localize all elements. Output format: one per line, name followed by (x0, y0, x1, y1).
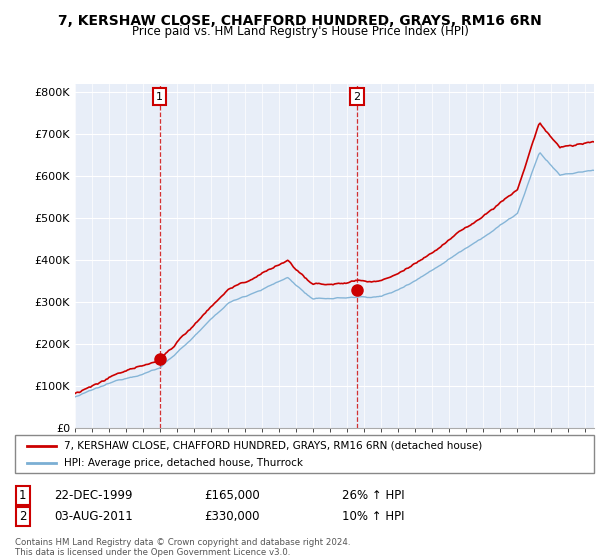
Text: 03-AUG-2011: 03-AUG-2011 (54, 510, 133, 523)
Text: 2: 2 (19, 510, 26, 523)
Text: 2: 2 (353, 92, 361, 101)
Text: 26% ↑ HPI: 26% ↑ HPI (342, 489, 404, 502)
Text: £165,000: £165,000 (204, 489, 260, 502)
Text: 7, KERSHAW CLOSE, CHAFFORD HUNDRED, GRAYS, RM16 6RN: 7, KERSHAW CLOSE, CHAFFORD HUNDRED, GRAY… (58, 14, 542, 28)
Text: 22-DEC-1999: 22-DEC-1999 (54, 489, 133, 502)
Text: Contains HM Land Registry data © Crown copyright and database right 2024.
This d: Contains HM Land Registry data © Crown c… (15, 538, 350, 557)
Text: 7, KERSHAW CLOSE, CHAFFORD HUNDRED, GRAYS, RM16 6RN (detached house): 7, KERSHAW CLOSE, CHAFFORD HUNDRED, GRAY… (64, 441, 482, 451)
Text: HPI: Average price, detached house, Thurrock: HPI: Average price, detached house, Thur… (64, 458, 303, 468)
Text: 10% ↑ HPI: 10% ↑ HPI (342, 510, 404, 523)
Text: Price paid vs. HM Land Registry's House Price Index (HPI): Price paid vs. HM Land Registry's House … (131, 25, 469, 38)
Text: 1: 1 (156, 92, 163, 101)
Text: 1: 1 (19, 489, 26, 502)
Text: £330,000: £330,000 (204, 510, 260, 523)
